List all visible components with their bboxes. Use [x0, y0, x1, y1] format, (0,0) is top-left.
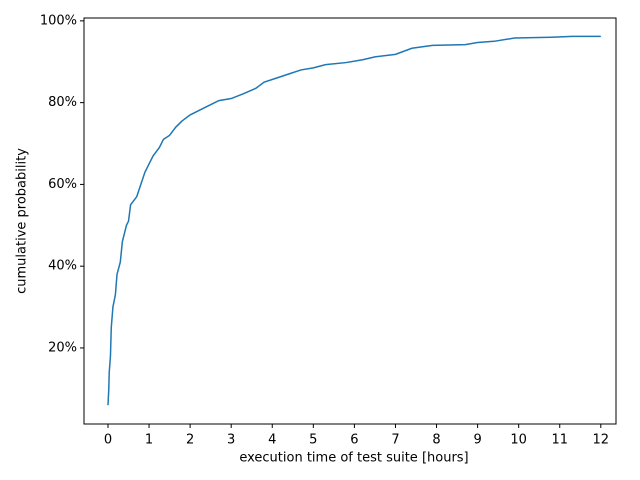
y-axis-label: cumulative probability [15, 148, 30, 294]
y-tick-label: 40% [48, 259, 77, 274]
x-tick-label: 7 [391, 433, 399, 448]
x-tick-label: 9 [473, 433, 481, 448]
y-tick-label: 100% [40, 13, 77, 28]
plot-frame [83, 17, 617, 425]
x-tick-label: 11 [551, 433, 568, 448]
cdf-line [107, 35, 601, 406]
x-tick-label: 4 [268, 433, 276, 448]
y-tick-label: 60% [48, 177, 77, 192]
x-tick-label: 5 [309, 433, 317, 448]
x-tick-label: 8 [432, 433, 440, 448]
x-tick-label: 12 [593, 433, 610, 448]
x-tick-label: 1 [145, 433, 153, 448]
x-tick-label: 0 [104, 433, 112, 448]
x-tick-label: 3 [227, 433, 235, 448]
x-tick-label: 2 [186, 433, 194, 448]
x-tick-label: 10 [510, 433, 527, 448]
x-tick-label: 6 [350, 433, 358, 448]
y-tick-label: 80% [48, 95, 77, 110]
x-axis-label: execution time of test suite [hours] [239, 451, 468, 466]
y-tick-label: 20% [48, 340, 77, 355]
